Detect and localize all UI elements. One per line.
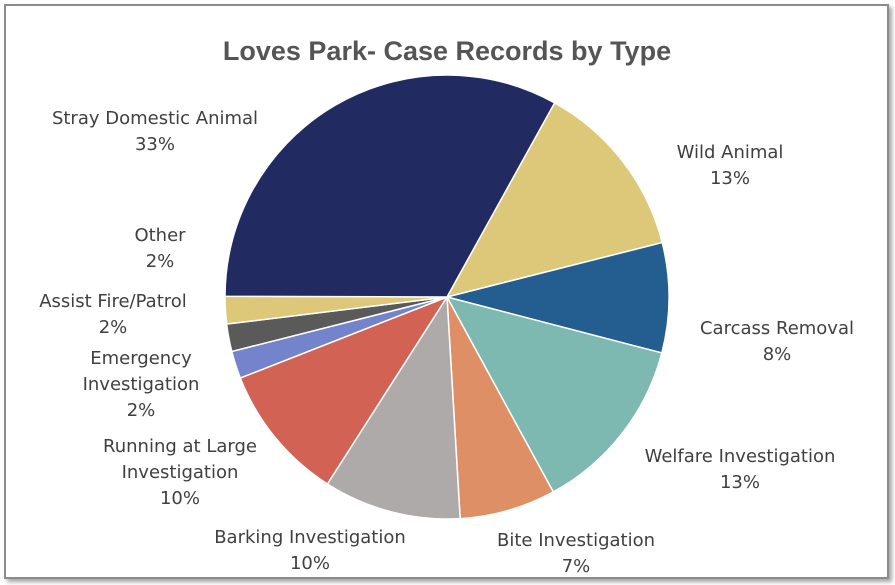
data-label-running-at-large-investigation: Running at Large Investigation 10% [103, 436, 257, 509]
data-label-welfare-investigation: Welfare Investigation 13% [645, 446, 836, 493]
data-label-barking-investigation: Barking Investigation 10% [214, 527, 406, 574]
pie-slice-welfare-investigation [445, 295, 663, 493]
pie-slice-carcass-removal [446, 241, 670, 354]
data-label-stray-domestic-animal: Stray Domestic Animal 33% [52, 108, 258, 155]
data-label-wild-animal: Wild Animal 13% [677, 142, 784, 189]
data-label-carcass-removal: Carcass Removal 8% [700, 318, 854, 365]
chart-title: Loves Park- Case Records by Type [223, 36, 671, 66]
data-label-emergency-investigation: Emergency Investigation 2% [83, 348, 200, 421]
data-label-bite-investigation: Bite Investigation 7% [497, 530, 655, 577]
pie-slice-barking-investigation [326, 294, 461, 520]
data-label-assist-fire-patrol: Assist Fire/Patrol 2% [39, 291, 187, 338]
pie-slice-running-at-large-investigation [239, 295, 449, 486]
pie-slice-stray-domestic-animal [224, 74, 556, 298]
pie-slice-wild-animal [445, 101, 664, 299]
data-label-other: Other 2% [134, 225, 186, 272]
